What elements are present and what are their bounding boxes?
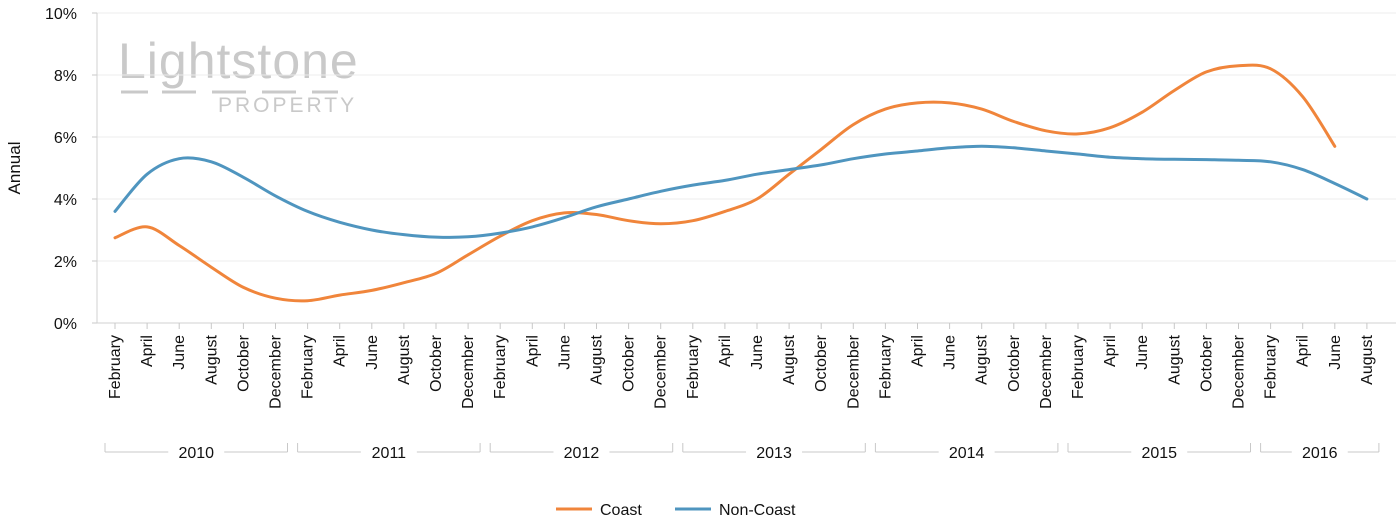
x-month-label: June (556, 335, 573, 370)
x-month-label: February (107, 335, 124, 399)
x-month-label: April (524, 335, 541, 367)
x-month-label: August (589, 334, 606, 384)
x-month-label: December (1231, 334, 1248, 408)
legend-item-non-coast[interactable]: Non-Coast (675, 502, 796, 519)
y-axis-label: Annual (5, 142, 24, 195)
x-month-label: June (364, 335, 381, 370)
year-label-bg (938, 442, 995, 462)
x-month-label: December (268, 334, 285, 408)
y-tick-label: 4% (54, 192, 77, 209)
x-month-label: April (910, 335, 927, 367)
year-label-bg (1291, 442, 1348, 462)
year-label: 2016 (1302, 445, 1338, 462)
x-month-label: October (1198, 334, 1215, 392)
x-month-label: June (1134, 335, 1151, 370)
year-label-bg (1131, 442, 1188, 462)
x-month-label: October (813, 334, 830, 392)
year-label: 2014 (949, 445, 985, 462)
x-month-label: April (139, 335, 156, 367)
legend-label: Non-Coast (719, 502, 796, 519)
x-month-label: April (717, 335, 734, 367)
legend-label: Coast (600, 502, 642, 519)
legend[interactable]: Coast Non-Coast (556, 502, 796, 519)
x-month-label: December (653, 334, 670, 408)
watermark-brand-text: Lightstone (118, 33, 359, 89)
watermark-sub-text: PROPERTY (218, 94, 357, 117)
x-month-label: October (235, 334, 252, 392)
year-label-bg (360, 442, 417, 462)
x-month-label: August (203, 334, 220, 384)
year-label-bg (746, 442, 803, 462)
x-month-label: February (685, 335, 702, 399)
year-label-bg (168, 442, 225, 462)
series-line-non-coast (113, 144, 1369, 239)
y-axis: 0% 2% 4% 6% 8% 10% (45, 6, 98, 333)
y-tick-label: 8% (54, 68, 77, 85)
x-month-label: December (460, 334, 477, 408)
lightstone-watermark: Lightstone PROPERTY (118, 33, 359, 117)
y-tick-label: 0% (54, 316, 77, 333)
year-label: 2011 (372, 445, 407, 462)
x-month-label: February (492, 335, 509, 399)
x-axis: February April June August October December Fe… (97, 322, 1396, 462)
legend-item-coast[interactable]: Coast (556, 502, 642, 519)
x-month-label: June (171, 335, 188, 370)
series-line-coast (113, 63, 1337, 303)
gridlines (97, 12, 1396, 262)
x-month-label: October (1006, 334, 1023, 392)
x-month-label: October (428, 334, 445, 392)
x-month-label: April (1295, 335, 1312, 367)
year-label-bg (553, 442, 610, 462)
year-label: 2012 (564, 445, 600, 462)
series-lines (113, 63, 1369, 303)
year-label: 2013 (756, 445, 792, 462)
x-month-label: June (749, 335, 766, 370)
x-month-label: August (1359, 334, 1376, 384)
x-month-label: April (1102, 335, 1119, 367)
y-tick-label: 2% (54, 254, 77, 271)
x-month-label: February (1263, 335, 1280, 399)
x-month-label: June (942, 335, 959, 370)
x-month-label: August (396, 334, 413, 384)
y-tick-label: 10% (45, 6, 77, 23)
year-label: 2010 (178, 445, 214, 462)
x-month-label: April (332, 335, 349, 367)
x-month-label: February (877, 335, 894, 399)
x-month-label: December (1038, 334, 1055, 408)
x-month-label: October (621, 334, 638, 392)
year-label: 2015 (1141, 445, 1177, 462)
x-month-label: February (300, 335, 317, 399)
x-month-label: June (1327, 335, 1344, 370)
x-month-label: February (1070, 335, 1087, 399)
x-month-label: December (845, 334, 862, 408)
x-month-label: August (1166, 334, 1183, 384)
y-tick-label: 6% (54, 130, 77, 147)
x-month-label: August (974, 334, 991, 384)
x-month-label: August (781, 334, 798, 384)
